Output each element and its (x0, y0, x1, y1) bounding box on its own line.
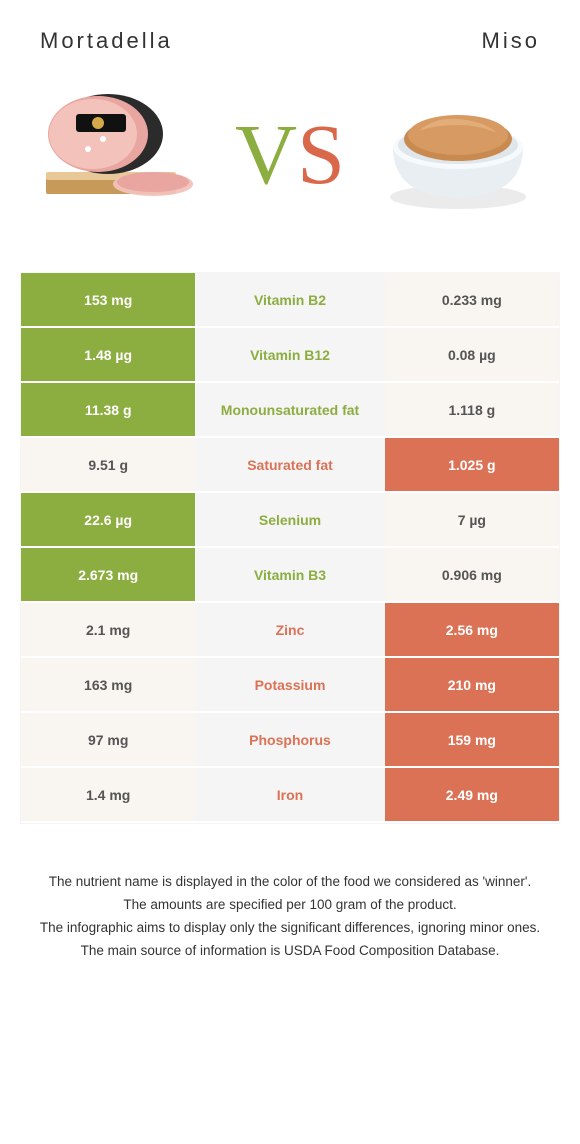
value-right: 159 mg (385, 713, 559, 766)
value-right: 0.233 mg (385, 273, 559, 326)
value-left: 2.1 mg (21, 603, 195, 656)
vs-text: VS (235, 111, 345, 197)
mortadella-image (38, 70, 206, 238)
table-row: 9.51 gSaturated fat1.025 g (21, 438, 559, 493)
value-left: 2.673 mg (21, 548, 195, 601)
infographic: Mortadella Miso VS (0, 0, 580, 962)
value-left: 9.51 g (21, 438, 195, 491)
value-left: 22.6 µg (21, 493, 195, 546)
value-right: 2.49 mg (385, 768, 559, 821)
table-row: 11.38 gMonounsaturated fat1.118 g (21, 383, 559, 438)
note-line: The infographic aims to display only the… (30, 918, 550, 939)
table-row: 97 mgPhosphorus159 mg (21, 713, 559, 768)
nutrient-label: Vitamin B2 (195, 273, 384, 326)
value-left: 153 mg (21, 273, 195, 326)
header-row: Mortadella Miso (0, 0, 580, 72)
value-right: 0.08 µg (385, 328, 559, 381)
note-line: The main source of information is USDA F… (30, 941, 550, 962)
vs-row: VS (0, 72, 580, 272)
value-left: 1.4 mg (21, 768, 195, 821)
nutrient-table: 153 mgVitamin B20.233 mg1.48 µgVitamin B… (20, 272, 560, 824)
value-right: 2.56 mg (385, 603, 559, 656)
value-left: 97 mg (21, 713, 195, 766)
nutrient-label: Vitamin B12 (195, 328, 384, 381)
value-right: 7 µg (385, 493, 559, 546)
nutrient-label: Monounsaturated fat (195, 383, 384, 436)
nutrient-label: Iron (195, 768, 384, 821)
value-left: 1.48 µg (21, 328, 195, 381)
mortadella-icon (38, 84, 206, 224)
miso-image (374, 70, 542, 238)
value-right: 210 mg (385, 658, 559, 711)
value-left: 11.38 g (21, 383, 195, 436)
table-row: 22.6 µgSelenium7 µg (21, 493, 559, 548)
notes: The nutrient name is displayed in the co… (0, 824, 580, 962)
table-row: 153 mgVitamin B20.233 mg (21, 273, 559, 328)
nutrient-label: Phosphorus (195, 713, 384, 766)
table-row: 2.1 mgZinc2.56 mg (21, 603, 559, 658)
value-left: 163 mg (21, 658, 195, 711)
vs-letter-s: S (297, 111, 345, 197)
food-title-left: Mortadella (40, 28, 173, 54)
value-right: 1.118 g (385, 383, 559, 436)
value-right: 0.906 mg (385, 548, 559, 601)
nutrient-label: Selenium (195, 493, 384, 546)
nutrient-label: Vitamin B3 (195, 548, 384, 601)
table-row: 2.673 mgVitamin B30.906 mg (21, 548, 559, 603)
nutrient-label: Zinc (195, 603, 384, 656)
table-row: 1.48 µgVitamin B120.08 µg (21, 328, 559, 383)
note-line: The amounts are specified per 100 gram o… (30, 895, 550, 916)
nutrient-label: Potassium (195, 658, 384, 711)
note-line: The nutrient name is displayed in the co… (30, 872, 550, 893)
table-row: 163 mgPotassium210 mg (21, 658, 559, 713)
nutrient-label: Saturated fat (195, 438, 384, 491)
food-title-right: Miso (482, 28, 540, 54)
table-row: 1.4 mgIron2.49 mg (21, 768, 559, 823)
vs-letter-v: V (235, 111, 297, 197)
miso-icon (379, 89, 537, 219)
value-right: 1.025 g (385, 438, 559, 491)
